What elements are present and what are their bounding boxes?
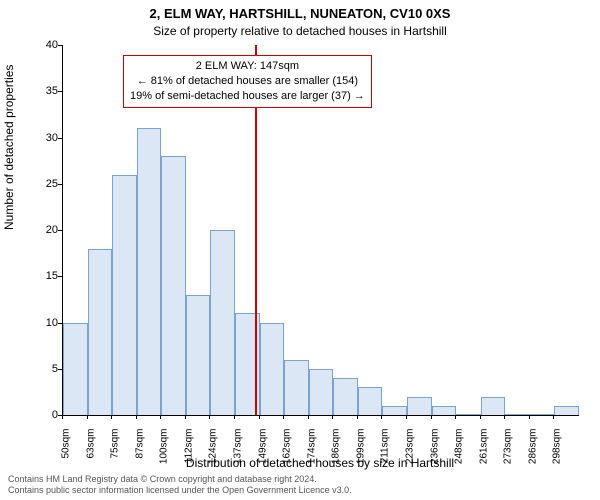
x-tick-mark [431,415,432,419]
y-tick-mark [58,276,62,277]
x-tick-mark [160,415,161,419]
x-tick-mark [283,415,284,419]
x-tick-label: 211sqm [380,429,391,469]
x-tick-label: 174sqm [306,429,317,469]
histogram-bar [481,397,506,416]
x-tick-label: 63sqm [85,429,96,469]
histogram-bar [382,406,407,415]
x-tick-label: 162sqm [282,429,293,469]
x-tick-mark [62,415,63,419]
x-tick-label: 100sqm [159,429,170,469]
y-tick-mark [58,138,62,139]
histogram-bar [505,414,530,415]
histogram-bar [554,406,579,415]
x-tick-label: 286sqm [527,429,538,469]
x-tick-label: 87sqm [134,429,145,469]
histogram-bar [210,230,235,415]
x-tick-label: 236sqm [429,429,440,469]
histogram-bar [530,414,555,415]
x-tick-mark [381,415,382,419]
x-tick-label: 199sqm [355,429,366,469]
x-tick-mark [504,415,505,419]
x-tick-mark [480,415,481,419]
y-tick-label: 35 [40,85,58,97]
x-tick-label: 137sqm [233,429,244,469]
x-tick-label: 124sqm [208,429,219,469]
y-tick-label: 30 [40,132,58,144]
x-tick-label: 75sqm [110,429,121,469]
y-tick-label: 40 [40,39,58,51]
histogram-bar [432,406,457,415]
y-tick-mark [58,91,62,92]
x-tick-mark [455,415,456,419]
histogram-bar [309,369,334,415]
x-tick-label: 273sqm [503,429,514,469]
x-tick-label: 298sqm [552,429,563,469]
y-tick-label: 0 [40,409,58,421]
x-tick-mark [259,415,260,419]
annotation-line: 19% of semi-detached houses are larger (… [130,89,365,104]
x-tick-label: 186sqm [331,429,342,469]
y-tick-label: 15 [40,270,58,282]
y-tick-label: 5 [40,363,58,375]
x-tick-mark [357,415,358,419]
x-tick-mark [332,415,333,419]
x-tick-label: 223sqm [405,429,416,469]
x-tick-mark [136,415,137,419]
y-tick-label: 20 [40,224,58,236]
x-tick-mark [185,415,186,419]
histogram-bar [260,323,285,416]
annotation-line: 2 ELM WAY: 147sqm [130,59,365,74]
x-tick-mark [234,415,235,419]
footer-line-2: Contains public sector information licen… [8,485,352,496]
chart-title-main: 2, ELM WAY, HARTSHILL, NUNEATON, CV10 0X… [0,6,600,21]
histogram-bar [88,249,113,416]
x-tick-label: 248sqm [454,429,465,469]
x-tick-mark [308,415,309,419]
x-tick-mark [87,415,88,419]
footer-line-1: Contains HM Land Registry data © Crown c… [8,474,352,485]
x-tick-label: 261sqm [478,429,489,469]
histogram-bar [358,387,383,415]
x-tick-mark [529,415,530,419]
plot-area: 2 ELM WAY: 147sqm← 81% of detached house… [62,45,579,416]
histogram-bar [112,175,137,416]
annotation-box: 2 ELM WAY: 147sqm← 81% of detached house… [123,55,372,108]
x-tick-label: 50sqm [61,429,72,469]
histogram-bar [137,128,162,415]
x-tick-mark [406,415,407,419]
x-tick-label: 149sqm [257,429,268,469]
histogram-bar [63,323,88,416]
x-tick-mark [209,415,210,419]
x-tick-mark [111,415,112,419]
y-tick-mark [58,323,62,324]
y-tick-mark [58,369,62,370]
x-tick-label: 112sqm [183,429,194,469]
y-tick-label: 25 [40,178,58,190]
y-tick-mark [58,230,62,231]
annotation-line: ← 81% of detached houses are smaller (15… [130,74,365,89]
x-tick-mark [553,415,554,419]
histogram-bar [186,295,211,415]
histogram-bar [284,360,309,416]
histogram-bar [407,397,432,416]
y-tick-mark [58,184,62,185]
y-axis-label: Number of detached properties [2,65,16,230]
y-tick-label: 10 [40,317,58,329]
footer-attribution: Contains HM Land Registry data © Crown c… [8,474,352,496]
chart-title-sub: Size of property relative to detached ho… [0,24,600,38]
histogram-bar [161,156,186,415]
y-tick-mark [58,45,62,46]
histogram-bar [456,414,481,415]
histogram-bar [333,378,358,415]
